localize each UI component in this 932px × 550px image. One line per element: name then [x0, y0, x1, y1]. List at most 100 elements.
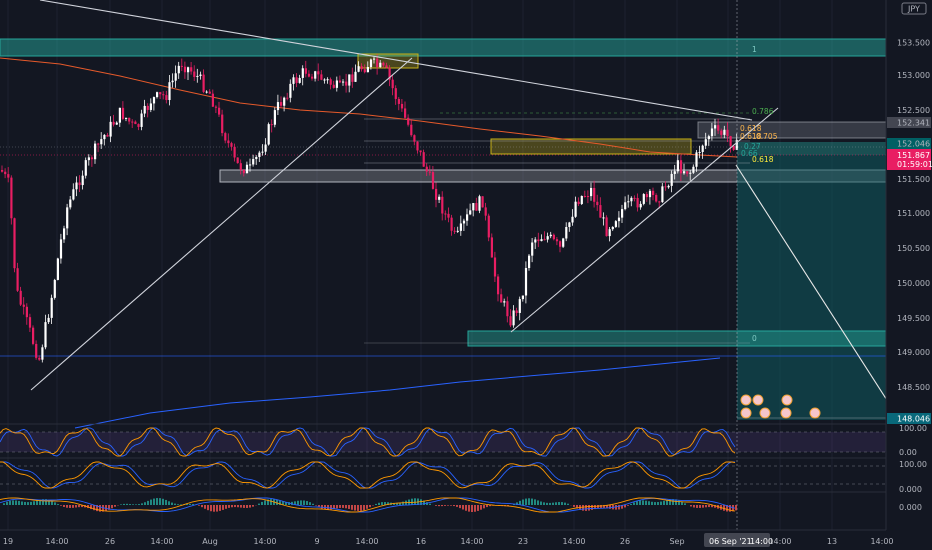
candle-body	[348, 74, 351, 86]
macd-histogram-bar	[585, 505, 587, 511]
macd-histogram-bar	[318, 505, 320, 508]
candle-body	[211, 93, 214, 107]
macd-histogram-bar	[546, 502, 548, 505]
candle-body	[648, 190, 652, 198]
candle-body	[729, 136, 732, 146]
macd-histogram-bar	[306, 501, 308, 505]
candle-body	[447, 213, 450, 218]
fib-label: 0.618	[740, 124, 762, 133]
candle-body	[503, 301, 506, 303]
candle-body	[196, 75, 199, 77]
macd-histogram-bar	[156, 498, 158, 505]
candle-body	[382, 62, 385, 66]
macd-histogram-bar	[519, 500, 521, 505]
x-tick: 9	[314, 537, 319, 546]
macd-histogram-bar	[633, 502, 635, 505]
price-label-mid	[887, 138, 931, 149]
fib-label: 0.618	[740, 132, 762, 141]
candle-body	[410, 124, 413, 136]
price-label-mid-text: 152.046	[897, 140, 930, 149]
candle-body	[562, 238, 565, 247]
x-tick: 14:00	[460, 537, 483, 546]
candle-body	[323, 79, 326, 81]
candle-body	[617, 217, 621, 222]
last-price-text: 151.867	[897, 151, 930, 160]
x-tick: 14:00	[768, 537, 791, 546]
candle-body	[577, 201, 580, 205]
macd-histogram-bar	[138, 504, 140, 505]
macd-histogram-bar	[312, 503, 314, 505]
macd-histogram-bar	[657, 502, 659, 505]
macd-histogram-bar	[411, 498, 413, 505]
macd-histogram-bar	[228, 505, 230, 508]
candle-body	[283, 97, 286, 106]
candle-body	[10, 177, 13, 219]
candle-body	[78, 182, 81, 186]
candle-body	[267, 124, 270, 145]
macd-histogram-bar	[48, 499, 50, 505]
macd-histogram-bar	[363, 505, 365, 511]
macd-histogram-bar	[441, 505, 443, 507]
candle-body	[171, 80, 174, 83]
price-label-top-text: 152.341	[897, 119, 930, 128]
candle-body	[295, 77, 298, 83]
event-icons[interactable]	[740, 394, 821, 419]
candles	[1, 54, 738, 363]
candle-body	[385, 65, 388, 68]
macd-histogram-bar	[294, 501, 296, 505]
candle-body	[673, 171, 676, 174]
candle-body	[227, 140, 230, 144]
time-axis[interactable]: 19 14:00 26 14:00 Aug 14:00 9 14:00 16 1…	[0, 529, 932, 550]
macd-histogram-bar	[393, 502, 395, 505]
fib-label: 0.618	[752, 155, 774, 164]
macd-histogram-bar	[36, 500, 38, 505]
candle-body	[233, 146, 236, 158]
price-axis[interactable]: JPY 153.500 153.000 152.500 151.500 151.…	[885, 0, 932, 530]
macd-histogram-bar	[9, 500, 11, 505]
candle-body	[518, 299, 521, 313]
event-icon	[781, 394, 793, 406]
candle-body	[249, 164, 252, 166]
macd-histogram-bar	[270, 499, 272, 505]
macd-histogram-bar	[321, 505, 323, 509]
candle-body	[100, 139, 103, 145]
macd-histogram-bar	[144, 502, 146, 505]
macd-histogram-bar	[564, 502, 566, 505]
macd-histogram-bar	[534, 499, 536, 505]
macd-histogram-bar	[666, 499, 668, 505]
candle-body	[112, 121, 115, 125]
candle-body	[596, 201, 599, 206]
candle-body	[394, 88, 397, 99]
macd-histogram-bar	[186, 503, 188, 505]
event-icon	[809, 407, 821, 419]
macd-histogram-bar	[276, 499, 278, 505]
macd-histogram-bar	[465, 505, 467, 511]
candle-body	[586, 196, 590, 198]
x-tick: 14:00	[150, 537, 173, 546]
macd-histogram-bar	[543, 502, 545, 505]
macd-histogram-bar	[165, 499, 167, 505]
macd-histogram-bar	[96, 505, 98, 512]
candle-body	[422, 152, 425, 167]
macd-histogram-bar	[369, 505, 371, 508]
candle-body	[32, 327, 35, 344]
macd-histogram-bar	[93, 505, 95, 511]
candle-body	[478, 196, 481, 211]
macd-histogram-bar	[120, 504, 122, 505]
oscillator-pane-2	[0, 457, 886, 489]
macd-histogram-bar	[357, 505, 359, 511]
candle-body	[431, 172, 435, 189]
macd-histogram-bar	[675, 499, 677, 505]
x-tick: 14:00	[253, 537, 276, 546]
macd-histogram-bar	[435, 505, 437, 506]
candle-body	[205, 91, 208, 93]
candle-body	[397, 98, 400, 104]
macd-histogram-bar	[735, 505, 737, 511]
fib-label: 0.705	[756, 132, 778, 141]
x-tick: Aug	[202, 537, 218, 546]
fib-label: 0	[752, 334, 757, 343]
y-tick: 149.000	[897, 348, 930, 357]
candle-body	[165, 95, 168, 101]
candle-body	[549, 234, 552, 237]
